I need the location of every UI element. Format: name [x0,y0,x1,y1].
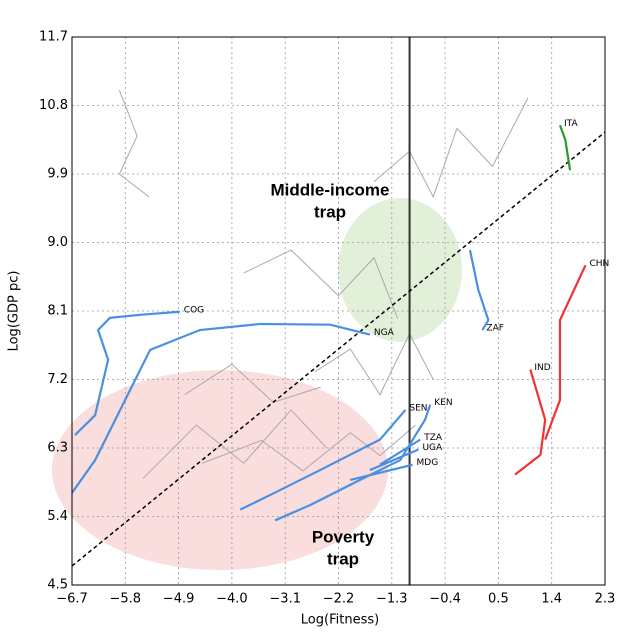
country-label: ZAF [486,324,504,334]
y-tick-label: 4.5 [47,578,68,593]
country-trajectory [544,264,587,441]
country-label: IND [534,363,550,373]
background-trajectory [118,90,150,198]
country-label: KEN [434,398,452,408]
country-trajectory [74,310,180,436]
y-tick-label: 10.8 [39,98,68,113]
x-tick-label: −0.4 [429,592,461,607]
x-tick-label: −1.3 [376,592,408,607]
x-axis-label: Log(Fitness) [301,613,379,628]
x-tick-label: −3.1 [269,592,301,607]
trend-line [71,131,606,567]
x-tick-label: 2.3 [595,592,616,607]
country-trajectory [379,438,421,466]
y-tick-label: 8.1 [47,304,68,319]
background-trajectory [314,332,434,396]
country-trajectory [468,249,490,331]
x-tick-label: −2.2 [323,592,355,607]
background-trajectory [184,363,321,403]
background-trajectory [202,424,416,472]
x-tick-label: −6.7 [56,592,88,607]
country-label: MDG [417,458,439,468]
y-tick-label: 7.2 [47,372,68,387]
country-label: CHN [589,259,609,269]
poverty-region [52,370,388,570]
country-trajectory [350,463,413,482]
country-trajectory [239,409,407,511]
country-label: TZA [423,433,443,443]
country-trajectory [514,369,547,476]
x-tick-label: 1.4 [541,592,562,607]
y-axis-label: Log(GDP pc) [7,271,22,352]
country-trajectory [71,322,371,494]
country-label: SEN [409,403,427,413]
y-tick-label: 9.0 [47,235,68,250]
background-trajectory [243,249,399,319]
y-tick-label: 9.9 [47,167,68,182]
country-label: UGA [422,443,443,453]
background-trajectory [142,409,328,479]
middle-income-region [338,198,462,342]
country-label: COG [184,305,204,315]
annotation: Middle-income [270,180,389,199]
y-tick-label: 11.7 [39,30,68,45]
y-tick-label: 5.4 [47,509,68,524]
plot-frame [71,36,606,586]
y-tick-label: 6.3 [47,441,68,456]
x-tick-label: 0.5 [488,592,509,607]
country-trajectory [274,404,432,522]
x-tick-label: −5.8 [110,592,142,607]
x-tick-label: −4.0 [216,592,248,607]
annotation: trap [314,202,346,221]
annotation: Poverty [312,527,375,546]
country-trajectory [369,448,419,472]
country-trajectory [558,124,572,171]
country-label: NGA [374,328,395,338]
country-label: ITA [564,119,578,129]
background-trajectory [373,97,529,199]
annotation: trap [327,549,359,568]
x-tick-label: −4.9 [163,592,195,607]
